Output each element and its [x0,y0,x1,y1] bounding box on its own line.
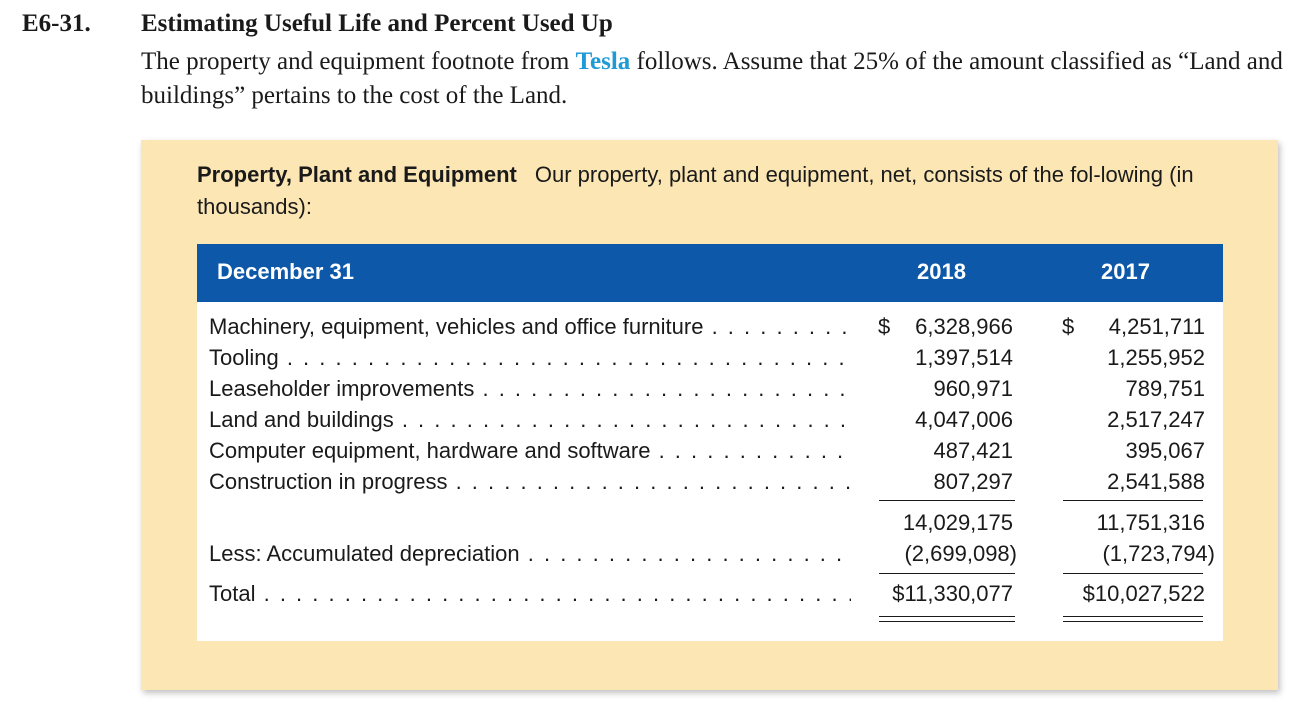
currency-symbol: $ [878,314,891,339]
subtotal-rule-2017 [1063,500,1203,501]
header-december-31: December 31 [217,259,354,284]
currency-symbol: $ [1062,314,1075,339]
value-2017: 2,541,588 [1107,469,1205,494]
company-name: Tesla [575,48,631,75]
header-2017: 2017 [1101,259,1150,284]
exercise-number: E6-31. [22,10,91,37]
accumulated-2017: (1,723,794) [1102,541,1215,566]
value-2017: 789,751 [1125,376,1205,401]
value-2018: 1,397,514 [915,345,1013,370]
total-2017: $10,027,522 [1082,581,1205,606]
table-row: Tooling 1,397,514 1,255,952 [197,342,1223,373]
header-2018: 2018 [917,259,966,284]
table-row: Leaseholder improvements 960,971 789,751 [197,373,1223,404]
total-row: Total $11,330,077 $10,027,522 [197,578,1223,609]
subtotal-2017: 11,751,316 [1096,510,1205,535]
footnote-heading: Property, Plant and Equipment [197,162,517,187]
value-2018: 4,047,006 [915,407,1013,432]
total-rule-2018 [879,573,1015,574]
value-2018: 960,971 [933,376,1013,401]
value-2017: 395,067 [1125,438,1205,463]
table-row: Computer equipment, hardware and softwar… [197,435,1223,466]
row-label: Machinery, equipment, vehicles and offic… [209,311,851,342]
subtotal-2018: 14,029,175 [902,510,1013,535]
total-double-rule-2017 [1063,616,1203,622]
footnote-intro: Property, Plant and Equipment Our propert… [197,159,1237,223]
row-label: Construction in progress [209,466,851,497]
subtotal-row: 14,029,175 11,751,316 [197,507,1223,538]
row-label: Less: Accumulated depreciation [209,538,851,569]
exercise-body: The property and equipment footnote from… [141,45,1291,113]
footnote-text: Our property, plant and equipment, net, … [197,162,1194,219]
ppe-table: December 31 2018 2017 Machinery, equipme… [197,244,1223,641]
value-2018: 6,328,966 [915,314,1013,339]
exercise-body-end: follows. Assume that 25% of the amount c… [141,48,1283,109]
table-row: Land and buildings 4,047,006 2,517,247 [197,404,1223,435]
table-header: December 31 2018 2017 [197,244,1223,302]
exercise-body-start: The property and equipment footnote from [141,48,576,75]
value-2018: 807,297 [933,469,1013,494]
value-2017: 2,517,247 [1107,407,1205,432]
row-label: Total [209,578,851,609]
subtotal-rule-2018 [879,500,1015,501]
value-2018: 487,421 [933,438,1013,463]
row-label: Leaseholder improvements [209,373,851,404]
table-row: Machinery, equipment, vehicles and offic… [197,311,1223,342]
total-double-rule-2018 [879,616,1015,622]
exercise-title: Estimating Useful Life and Percent Used … [141,10,613,37]
footnote-box: Property, Plant and Equipment Our propert… [141,140,1278,690]
table-row: Construction in progress 807,297 2,541,5… [197,466,1223,497]
accumulated-depreciation-row: Less: Accumulated depreciation (2,699,09… [197,538,1223,569]
row-label: Computer equipment, hardware and softwar… [209,435,851,466]
value-2017: 4,251,711 [1108,314,1205,339]
accumulated-2018: (2,699,098) [904,541,1017,566]
total-2018: $11,330,077 [892,581,1013,606]
row-label: Land and buildings [209,404,851,435]
total-rule-2017 [1063,573,1203,574]
value-2017: 1,255,952 [1107,345,1205,370]
row-label: Tooling [209,342,851,373]
